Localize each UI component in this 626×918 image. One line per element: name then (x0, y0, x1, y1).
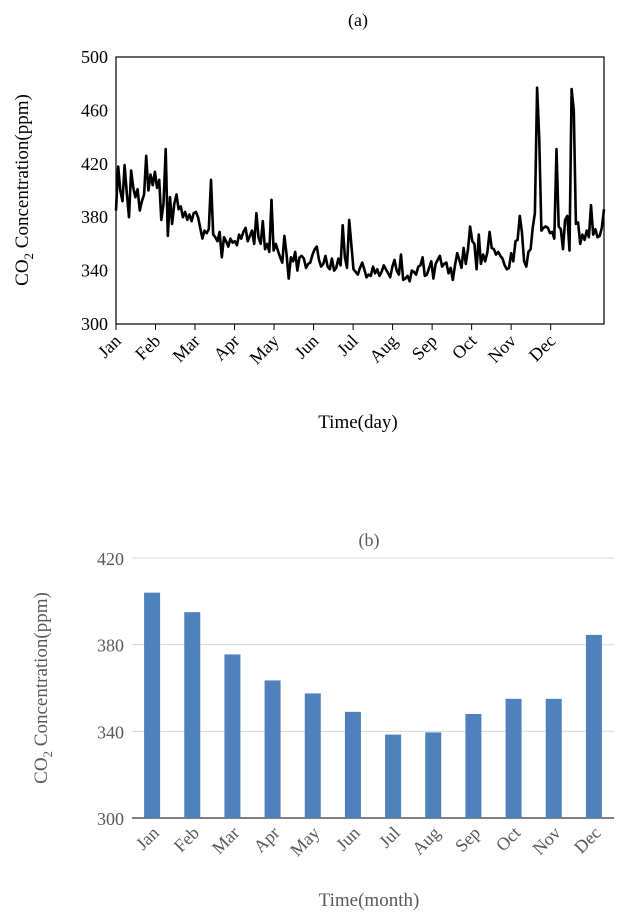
x-tick-label: Oct (448, 331, 481, 364)
gridlines (132, 557, 614, 732)
bar (505, 698, 522, 818)
bar (184, 612, 201, 818)
y-tick-label: 420 (81, 154, 108, 174)
x-tick-label: Jan (132, 823, 163, 854)
x-tick-marks (115, 324, 552, 330)
x-axis-label: Time(month) (319, 890, 420, 911)
x-tick-label: Aug (408, 823, 444, 859)
x-tick-label: Jan (94, 331, 125, 362)
x-tick-label: Dec (570, 823, 605, 858)
x-tick-label: Sep (408, 331, 441, 364)
x-tick-label: Apr (249, 823, 283, 857)
x-tick-label: Feb (131, 331, 164, 364)
y-tick-label: 380 (97, 636, 124, 656)
bar (304, 693, 321, 818)
x-tick-label: Jun (332, 823, 364, 855)
bar (144, 592, 161, 818)
x-tick-label: Oct (492, 823, 525, 856)
panel-title: (a) (348, 10, 368, 31)
x-tick-label: Apr (209, 331, 243, 365)
x-tick-label: Sep (451, 823, 484, 856)
x-tick-label: Feb (170, 823, 203, 856)
x-tick-label: Nov (529, 823, 565, 859)
bars (144, 592, 602, 818)
bar (224, 654, 241, 818)
plot-area-border (115, 56, 605, 325)
x-tick-labels: Jan Feb Mar Apr May Jun Jul Aug Sep Oct Nov Dec (94, 331, 560, 368)
x-tick-label: Mar (208, 823, 243, 858)
x-tick-label: May (245, 331, 282, 368)
x-tick-label: May (286, 823, 323, 860)
bar (344, 711, 361, 818)
axes (115, 56, 605, 325)
x-tick-label: Nov (484, 331, 520, 367)
bar (585, 634, 602, 818)
y-tick-label: 300 (97, 809, 124, 829)
line-chart-panel: (a) 300 340 380 420 460 500 Jan Feb Mar Apr May Ju… (12, 10, 606, 433)
y-tick-label: 300 (81, 314, 108, 334)
bar (465, 714, 482, 818)
x-tick-label: Jun (291, 331, 323, 363)
y-tick-label: 500 (81, 47, 108, 67)
x-tick-labels: Jan Feb Mar Apr May Jun Jul Aug Sep Oct Nov Dec (132, 823, 605, 860)
x-axis-label: Time(day) (318, 412, 398, 433)
x-tick-label: Mar (169, 331, 204, 366)
x-tick-label: Jul (375, 823, 404, 852)
y-tick-label: 340 (81, 261, 108, 281)
y-tick-label: 340 (97, 722, 124, 742)
x-tick-label: Jul (333, 331, 362, 360)
y-tick-labels: 300 340 380 420 (97, 549, 124, 829)
y-axis-label: CO2 Concentration(ppm) (12, 94, 36, 286)
bar-chart-panel: (b) 300 340 380 420 Jan Feb Mar Apr May Jun Jul Au… (31, 530, 614, 911)
bar (385, 734, 402, 818)
x-tick-label: Dec (525, 331, 560, 366)
series-line (114, 86, 606, 283)
y-axis-label: CO2 Concentration(ppm) (31, 592, 55, 784)
bar (545, 698, 562, 818)
bar (264, 680, 281, 818)
bar (425, 732, 442, 818)
y-tick-label: 420 (97, 549, 124, 569)
x-tick-label: Aug (365, 331, 401, 367)
y-tick-label: 380 (81, 207, 108, 227)
y-tick-labels: 300 340 380 420 460 500 (81, 47, 108, 334)
y-tick-label: 460 (81, 100, 108, 120)
panel-title: (b) (359, 530, 380, 551)
